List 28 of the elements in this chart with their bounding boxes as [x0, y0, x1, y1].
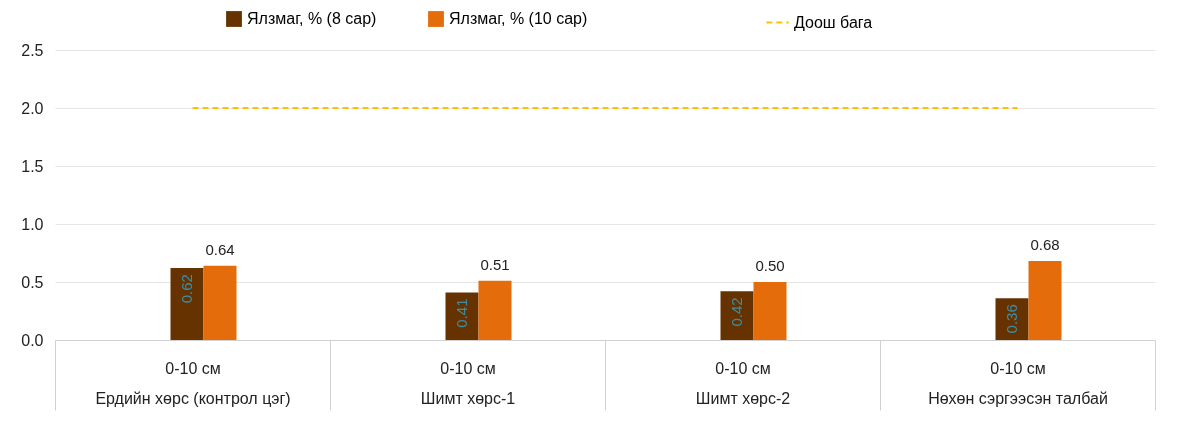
data-label: 0.51: [480, 255, 510, 273]
x-tick-label: 0-10 см Ердийн хөрс (контрол цэг): [95, 359, 291, 407]
x-tick-label: 0-10 см Шимт хөрс-1: [420, 359, 516, 407]
bar: [445, 292, 479, 340]
y-tick-label: 2.0: [21, 99, 44, 117]
bar: [753, 282, 787, 340]
data-label: 0.62: [178, 274, 195, 304]
x-tick-label: 0-10 см Нөхөн сэргээсэн талбай: [928, 359, 1108, 407]
y-tick-label: 0.0: [21, 331, 44, 349]
y-tick-label: 2.5: [21, 41, 44, 59]
data-label: 0.50: [755, 257, 785, 274]
data-label: 0.64: [205, 240, 235, 258]
data-label: 0.41: [453, 298, 470, 328]
x-tick-label: 0-10 см Шимт хөрс-2: [695, 359, 791, 407]
bar: [203, 265, 237, 340]
bar: [1028, 261, 1062, 340]
y-tick-label: 0.5: [21, 273, 44, 291]
data-label: 0.36: [1003, 304, 1020, 334]
data-label: 0.42: [728, 297, 745, 327]
bar: [720, 291, 754, 340]
y-tick-label: 1.5: [21, 157, 44, 175]
legend-label: Ялзмаг, % (8 сар): [247, 10, 377, 27]
legend-label: Доош бага: [794, 13, 873, 31]
bar: [170, 268, 204, 340]
y-tick-label: 1.0: [21, 215, 44, 233]
legend-label: Ялзмаг, % (10 сар): [449, 10, 588, 27]
data-label: 0.68: [1030, 236, 1060, 254]
bar: [478, 280, 512, 340]
